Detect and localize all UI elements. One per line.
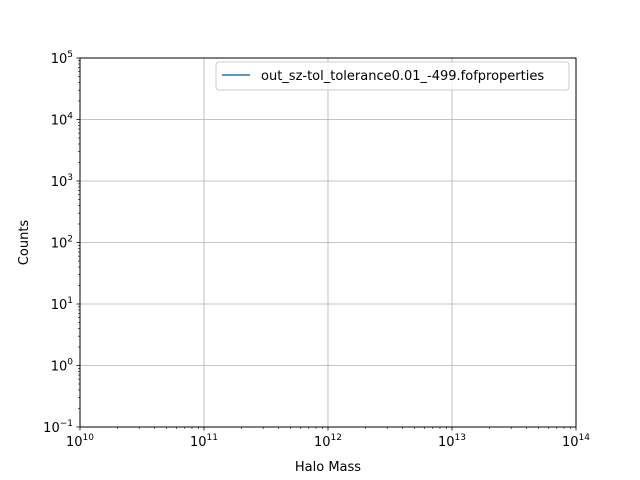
legend-box <box>215 61 570 91</box>
x-tick-labels: 1010 1011 1012 1013 1014 <box>66 433 590 450</box>
y-axis-title: Counts <box>17 220 32 266</box>
major-ticks <box>76 57 577 431</box>
y-tick-label: 104 <box>51 112 74 129</box>
plot-area-frame <box>79 57 577 428</box>
x-tick-label: 1013 <box>438 433 466 450</box>
y-tick-label: 100 <box>51 358 74 375</box>
legend-label: out_sz-tol_tolerance0.01_-499.fofpropert… <box>261 69 544 84</box>
x-tick-label: 1010 <box>66 433 94 450</box>
y-tick-label: 10−1 <box>43 419 73 436</box>
x-tick-label: 1014 <box>562 433 590 450</box>
grid <box>80 58 576 427</box>
legend: out_sz-tol_tolerance0.01_-499.fofpropert… <box>215 61 570 91</box>
y-tick-labels: 10−1 100 101 102 103 104 105 <box>43 50 73 436</box>
y-tick-label: 102 <box>51 235 73 252</box>
x-axis-title: Halo Mass <box>295 460 361 475</box>
x-tick-label: 1011 <box>190 433 218 450</box>
y-tick-label: 101 <box>51 296 73 313</box>
y-tick-label: 103 <box>51 173 73 190</box>
y-tick-label: 105 <box>51 50 73 67</box>
x-tick-label: 1012 <box>314 433 342 450</box>
